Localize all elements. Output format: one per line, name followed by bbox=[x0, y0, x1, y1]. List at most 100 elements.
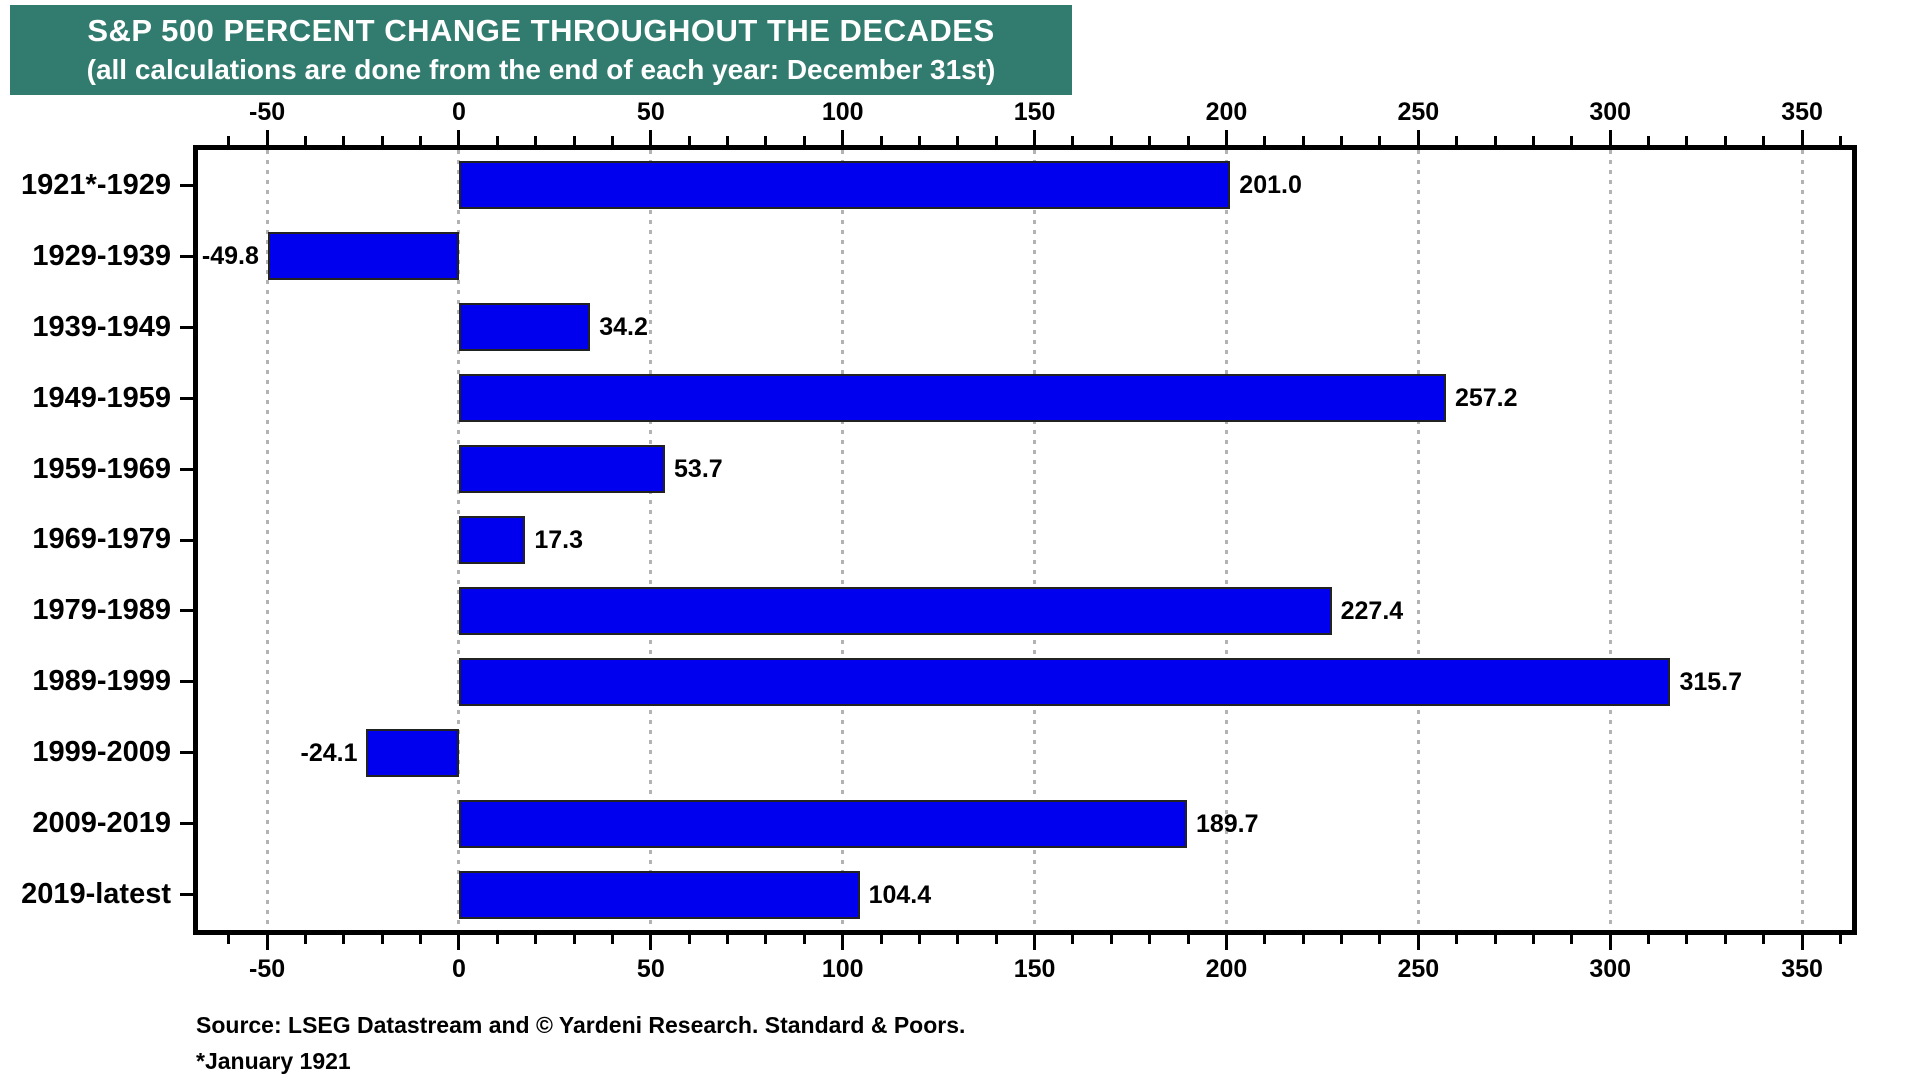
x-axis-minor-tick bbox=[495, 935, 499, 944]
gridline bbox=[1608, 150, 1612, 930]
bar bbox=[267, 232, 459, 281]
x-axis-label-bottom: 100 bbox=[821, 955, 864, 983]
x-axis-minor-tick bbox=[380, 935, 384, 944]
gridline bbox=[1416, 150, 1420, 930]
gridline bbox=[841, 150, 845, 930]
x-axis-minor-tick bbox=[802, 136, 806, 145]
bar-value-label: 257.2 bbox=[1454, 384, 1518, 413]
gridline bbox=[1033, 150, 1037, 930]
x-axis-minor-tick bbox=[1071, 136, 1075, 145]
x-axis-minor-tick bbox=[994, 935, 998, 944]
x-axis-minor-tick bbox=[227, 136, 231, 145]
bar bbox=[458, 516, 526, 564]
y-axis-tick bbox=[180, 254, 193, 258]
bar bbox=[458, 303, 591, 352]
x-axis-minor-tick bbox=[1838, 136, 1842, 145]
x-axis-tick bbox=[457, 130, 461, 145]
bar bbox=[458, 374, 1446, 423]
x-axis-minor-tick bbox=[495, 136, 499, 145]
x-axis-minor-tick bbox=[1186, 935, 1190, 944]
title-banner: S&P 500 PERCENT CHANGE THROUGHOUT THE DE… bbox=[10, 5, 1072, 95]
x-axis-minor-tick bbox=[1531, 136, 1535, 145]
x-axis-minor-tick bbox=[1301, 136, 1305, 145]
y-axis-tick bbox=[180, 396, 193, 400]
gridline bbox=[1800, 150, 1804, 930]
x-axis-minor-tick bbox=[534, 136, 538, 145]
bar-value-label: 53.7 bbox=[674, 455, 723, 484]
y-axis-tick bbox=[180, 609, 193, 613]
x-axis-minor-tick bbox=[956, 136, 960, 145]
x-axis-minor-tick bbox=[1493, 935, 1497, 944]
x-axis-minor-tick bbox=[1838, 935, 1842, 944]
x-axis-label-top: -50 bbox=[248, 98, 286, 126]
x-axis-label-top: 300 bbox=[1589, 98, 1632, 126]
x-axis-minor-tick bbox=[1071, 935, 1075, 944]
gridline bbox=[265, 150, 269, 930]
x-axis-minor-tick bbox=[1531, 935, 1535, 944]
x-axis-minor-tick bbox=[534, 935, 538, 944]
bar-value-label: 315.7 bbox=[1679, 667, 1743, 696]
x-axis-label-top: 50 bbox=[636, 98, 665, 126]
x-axis-tick bbox=[1224, 935, 1228, 950]
y-axis-tick bbox=[180, 822, 193, 826]
x-axis-minor-tick bbox=[380, 136, 384, 145]
x-axis-tick bbox=[649, 130, 653, 145]
x-axis-label-bottom: 150 bbox=[1013, 955, 1056, 983]
x-axis-label-bottom: 350 bbox=[1781, 955, 1823, 983]
x-axis-minor-tick bbox=[1455, 136, 1459, 145]
y-axis-tick bbox=[180, 751, 193, 755]
x-axis-minor-tick bbox=[1493, 136, 1497, 145]
bar bbox=[458, 161, 1231, 210]
x-axis-minor-tick bbox=[419, 935, 423, 944]
x-axis-tick bbox=[1608, 935, 1612, 950]
bar bbox=[458, 870, 860, 919]
x-axis-label-top: 150 bbox=[1013, 98, 1056, 126]
x-axis-minor-tick bbox=[879, 935, 883, 944]
x-axis-minor-tick bbox=[572, 136, 576, 145]
x-axis-minor-tick bbox=[1148, 136, 1152, 145]
x-axis-tick bbox=[1800, 130, 1804, 145]
x-axis-minor-tick bbox=[1340, 935, 1344, 944]
x-axis-minor-tick bbox=[1340, 136, 1344, 145]
x-axis-minor-tick bbox=[1723, 136, 1727, 145]
x-axis-tick bbox=[1416, 130, 1420, 145]
bar bbox=[458, 799, 1187, 848]
y-axis-tick bbox=[180, 538, 193, 542]
x-axis-minor-tick bbox=[227, 935, 231, 944]
x-axis-tick bbox=[841, 935, 845, 950]
x-axis-minor-tick bbox=[687, 136, 691, 145]
bar-value-label: 104.4 bbox=[868, 880, 932, 909]
bar-value-label: 34.2 bbox=[599, 313, 648, 342]
x-axis-minor-tick bbox=[1570, 136, 1574, 145]
x-axis-label-bottom: -50 bbox=[248, 955, 286, 983]
x-axis-tick bbox=[1033, 935, 1037, 950]
bar bbox=[458, 445, 666, 494]
x-axis-tick bbox=[265, 130, 269, 145]
x-axis-minor-tick bbox=[1570, 935, 1574, 944]
x-axis-minor-tick bbox=[802, 935, 806, 944]
x-axis-tick bbox=[1608, 130, 1612, 145]
x-axis-minor-tick bbox=[879, 136, 883, 145]
x-axis-minor-tick bbox=[1378, 935, 1382, 944]
gridline bbox=[649, 150, 653, 930]
x-axis-minor-tick bbox=[1723, 935, 1727, 944]
x-axis-label-bottom: 0 bbox=[452, 955, 466, 983]
x-axis-minor-tick bbox=[917, 935, 921, 944]
bar bbox=[458, 586, 1332, 635]
x-axis-minor-tick bbox=[917, 136, 921, 145]
category-label: 1939-1949 bbox=[32, 310, 171, 343]
category-label: 1989-1999 bbox=[32, 665, 171, 698]
x-axis-minor-tick bbox=[303, 935, 307, 944]
x-axis-minor-tick bbox=[1762, 136, 1766, 145]
x-axis-minor-tick bbox=[764, 935, 768, 944]
chart-title: S&P 500 PERCENT CHANGE THROUGHOUT THE DE… bbox=[87, 13, 995, 48]
x-axis-minor-tick bbox=[687, 935, 691, 944]
x-axis-minor-tick bbox=[764, 136, 768, 145]
y-axis-tick bbox=[180, 325, 193, 329]
x-axis-minor-tick bbox=[1263, 935, 1267, 944]
bar-value-label: -24.1 bbox=[300, 738, 358, 767]
bar-value-label: 17.3 bbox=[534, 526, 584, 554]
bar-value-label: 201.0 bbox=[1239, 171, 1302, 200]
bar bbox=[458, 657, 1671, 706]
x-axis-minor-tick bbox=[1685, 136, 1689, 145]
